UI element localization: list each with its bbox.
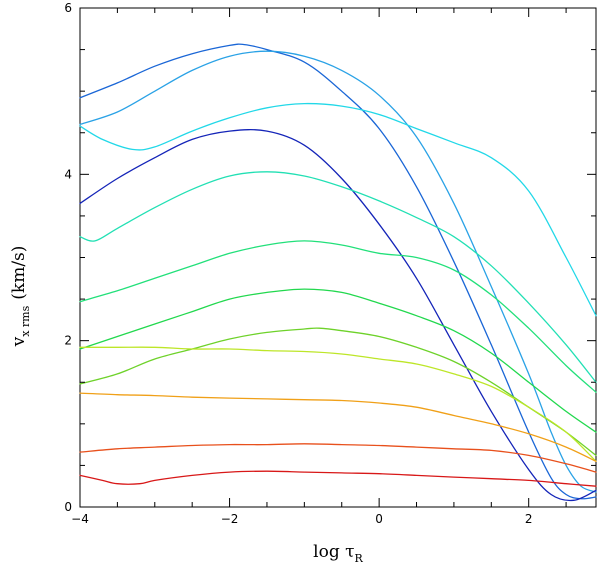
series-line-s8 xyxy=(79,327,597,457)
x-axis-title: log τR xyxy=(313,542,363,565)
series-layer xyxy=(79,43,597,502)
x-tick-label: 2 xyxy=(525,512,533,526)
x-tick-label: 0 xyxy=(375,512,383,526)
series-line-s5 xyxy=(79,171,597,383)
series-line-s10 xyxy=(79,392,597,462)
series-line-s6 xyxy=(79,240,597,393)
y-tick-label: 4 xyxy=(64,167,72,181)
series-line-s11 xyxy=(79,443,597,473)
series-line-s4 xyxy=(79,129,597,502)
series-line-s2 xyxy=(79,50,597,493)
y-tick-label: 0 xyxy=(64,500,72,514)
x-tick-label: −4 xyxy=(71,512,89,526)
series-line-s9 xyxy=(79,346,597,462)
plot-frame xyxy=(79,7,597,508)
series-line-s7 xyxy=(79,288,597,433)
series-line-s3 xyxy=(79,102,597,317)
y-axis-title: vx rms(km/s) xyxy=(9,246,32,348)
tick-layer: −4 −2 0 2 0 2 4 6 xyxy=(64,1,596,526)
y-tick-label: 6 xyxy=(64,1,72,15)
series-line-s1 xyxy=(79,43,597,500)
x-tick-label: −2 xyxy=(221,512,239,526)
series-line-s12 xyxy=(79,470,597,487)
y-tick-label: 2 xyxy=(64,334,72,348)
